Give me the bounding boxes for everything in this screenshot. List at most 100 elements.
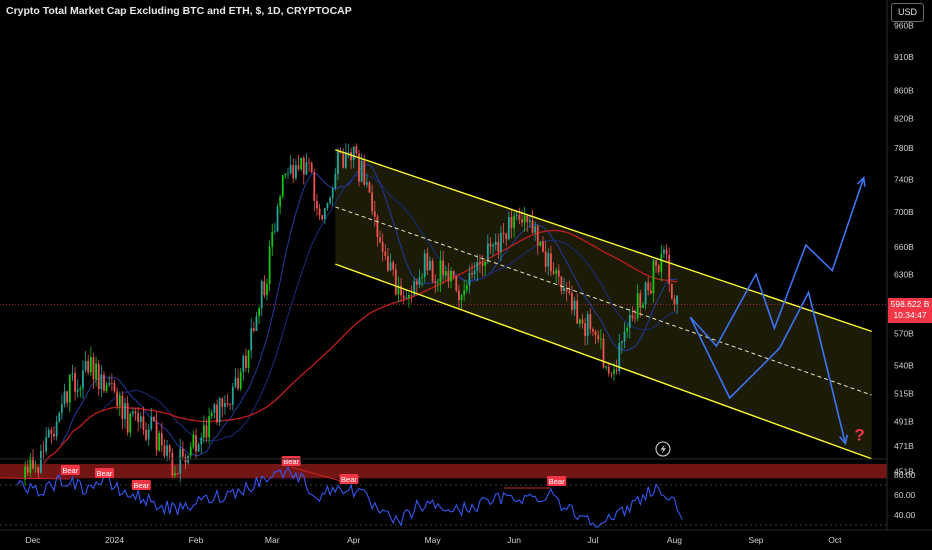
- candle: [153, 415, 155, 422]
- candle: [494, 233, 497, 251]
- candle: [260, 279, 263, 316]
- candle-body: [279, 196, 282, 207]
- candle: [355, 143, 358, 156]
- candle-body: [121, 395, 124, 419]
- candle-body: [297, 165, 300, 170]
- candle-body: [576, 300, 579, 324]
- candle-body: [642, 304, 644, 308]
- candle-body: [400, 285, 402, 296]
- candle-body: [578, 319, 581, 324]
- candle: [455, 275, 458, 293]
- support-zone: [0, 463, 887, 479]
- lightning-icon-bolt: [660, 444, 666, 454]
- time-axis-label: Jul: [588, 535, 599, 545]
- candle: [350, 147, 353, 169]
- candle: [342, 148, 345, 169]
- candle: [50, 427, 53, 444]
- currency-button[interactable]: USD: [891, 3, 924, 22]
- candle: [279, 194, 282, 215]
- candle: [271, 223, 274, 256]
- candle-body: [118, 395, 121, 406]
- candle-body: [82, 370, 84, 389]
- candle-body: [471, 272, 473, 275]
- candle-body: [500, 232, 502, 252]
- candle: [103, 371, 105, 393]
- candle-body: [66, 391, 69, 403]
- candle: [58, 411, 61, 423]
- candle: [505, 232, 508, 247]
- candle: [384, 244, 387, 260]
- candle-body: [213, 404, 216, 413]
- candle-body: [26, 466, 29, 473]
- candle: [184, 453, 187, 470]
- candle: [216, 399, 218, 426]
- candle: [344, 143, 347, 170]
- candle-body: [447, 271, 450, 282]
- candle: [116, 387, 119, 411]
- candle-body: [434, 281, 437, 284]
- candle-body: [455, 276, 458, 291]
- candle: [576, 293, 579, 324]
- candle-body: [323, 208, 326, 220]
- candle-body: [318, 208, 321, 216]
- candle: [292, 158, 295, 183]
- candle: [305, 153, 308, 176]
- candle-body: [639, 293, 642, 308]
- candle-body: [476, 261, 479, 271]
- candle: [663, 245, 665, 259]
- last-price-value: 598.622 B: [890, 299, 930, 309]
- candle-body: [234, 378, 237, 387]
- candle-body: [413, 281, 416, 296]
- candle: [61, 394, 63, 420]
- price-axis-label: 540B: [894, 360, 914, 370]
- candle: [150, 407, 153, 432]
- candle-body: [389, 262, 392, 271]
- candle: [544, 241, 547, 273]
- price-axis-label: 660B: [894, 242, 914, 252]
- candle: [171, 448, 174, 479]
- candle-body: [200, 437, 203, 445]
- candle: [518, 207, 521, 225]
- candle: [471, 262, 473, 279]
- candle-body: [473, 270, 476, 275]
- candle: [74, 367, 76, 401]
- price-axis-label: 910B: [894, 52, 914, 62]
- candle-body: [252, 328, 255, 331]
- candle: [534, 221, 537, 241]
- candle-body: [245, 355, 247, 368]
- candle: [268, 240, 271, 292]
- candle: [347, 144, 350, 158]
- candle-body: [221, 398, 224, 407]
- candle-body: [197, 444, 200, 452]
- candle-body: [37, 467, 40, 473]
- oscillator-axis-label: 40.00: [894, 510, 916, 520]
- candle-body: [344, 151, 347, 168]
- candle: [394, 264, 397, 296]
- candle: [447, 262, 450, 288]
- candle-body: [32, 457, 34, 469]
- candle: [300, 157, 303, 172]
- candle-body: [350, 151, 353, 161]
- candle: [158, 430, 161, 453]
- channel-lower-line: [335, 263, 872, 460]
- candle: [45, 427, 48, 455]
- candle-body: [310, 162, 313, 173]
- candle-body: [518, 214, 521, 220]
- candle-body: [108, 382, 111, 385]
- time-axis-label: Apr: [347, 535, 360, 545]
- price-axis-label: 860B: [894, 86, 914, 96]
- candle: [42, 441, 45, 461]
- candle: [578, 318, 581, 328]
- lightning-icon[interactable]: [655, 441, 671, 457]
- candle-body: [539, 241, 542, 246]
- candle: [229, 403, 232, 411]
- candle-body: [365, 182, 368, 185]
- candle-body: [442, 260, 445, 275]
- candle-body: [468, 272, 471, 286]
- candle-body: [329, 197, 331, 204]
- candle-body: [50, 429, 53, 434]
- candle: [539, 241, 542, 247]
- candle-body: [657, 265, 660, 272]
- candle: [231, 382, 234, 411]
- candle-body: [352, 146, 355, 161]
